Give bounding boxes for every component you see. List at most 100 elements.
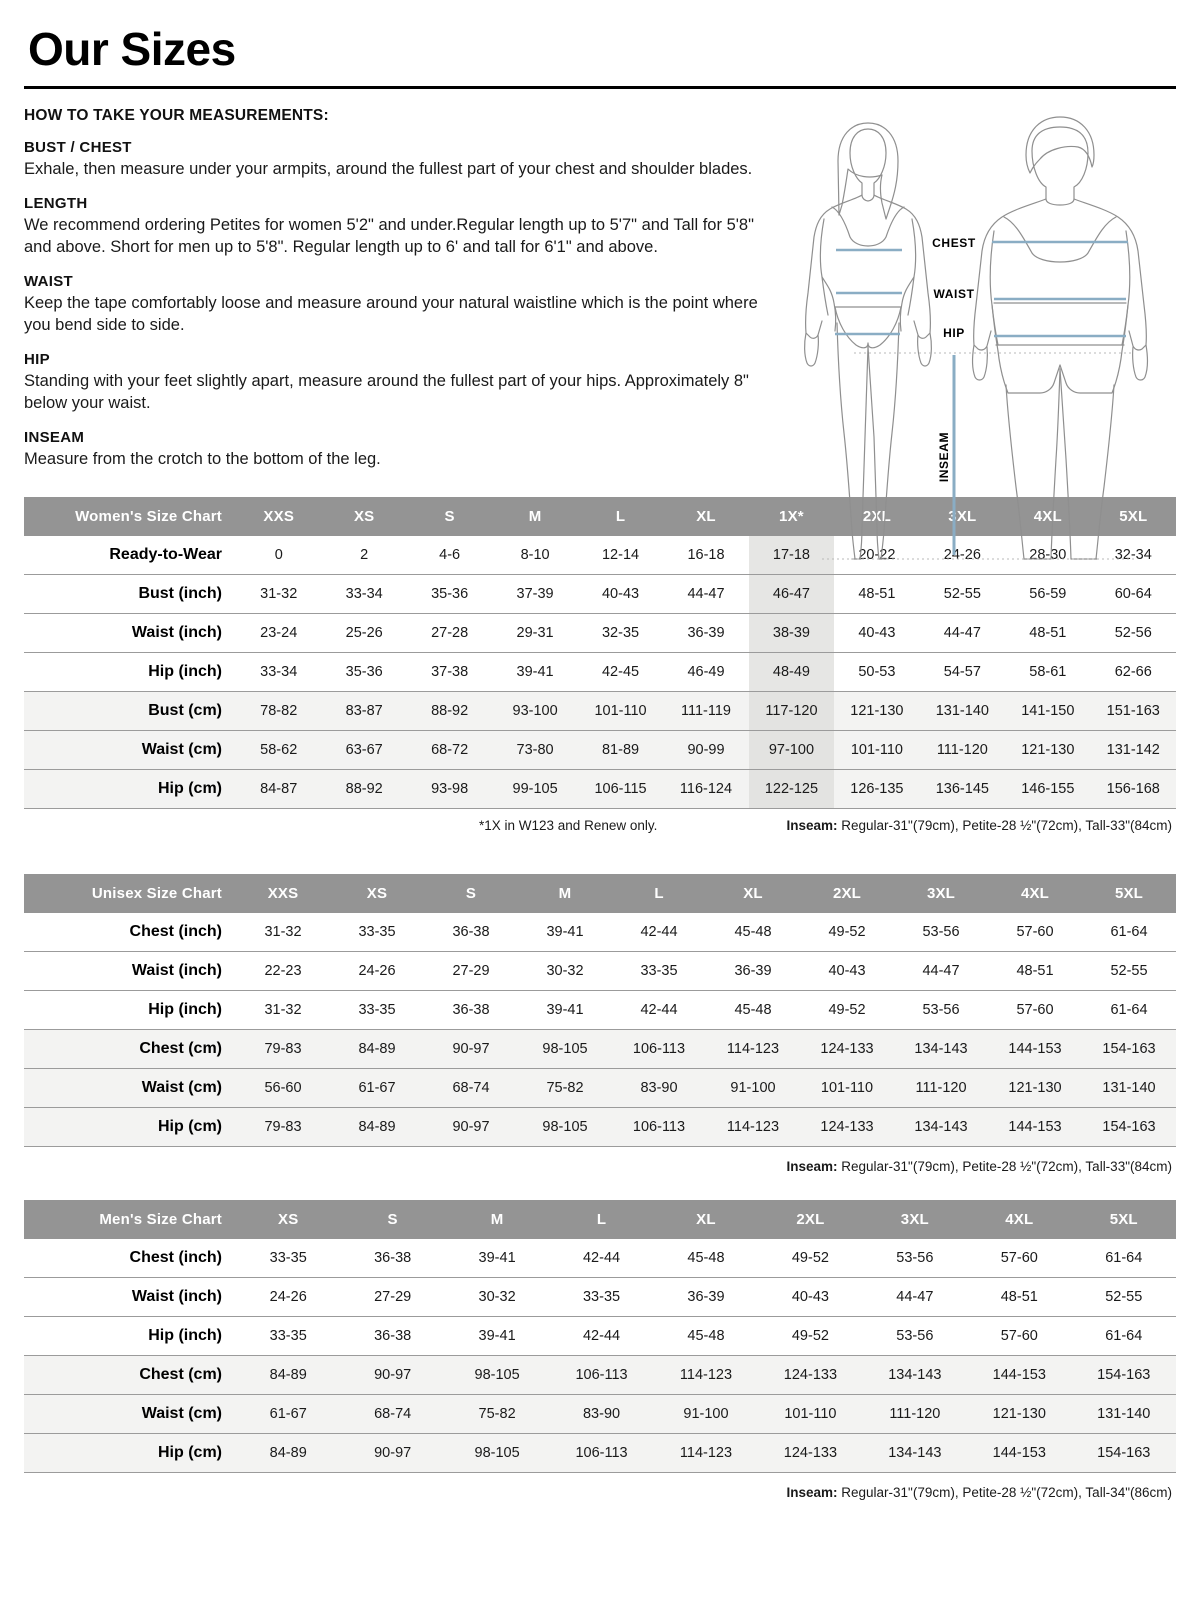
table-cell: 134-143 (894, 1029, 988, 1068)
table-cell: 58-62 (236, 730, 322, 769)
table-cell: 98-105 (444, 1355, 550, 1394)
table-cell: 84-89 (330, 1107, 424, 1146)
table-cell: 49-52 (791, 1249, 829, 1266)
instruction-waist: WAIST Keep the tape comfortably loose an… (24, 273, 764, 337)
instruction-bust-chest: BUST / CHEST Exhale, then measure under … (24, 139, 764, 181)
table-cell: 45-48 (687, 1327, 725, 1344)
instruction-length: LENGTH We recommend ordering Petites for… (24, 195, 764, 259)
table-row: Chest (inch) 33-35 36-38 39-41 42-44 45-48 49-… (24, 1239, 1176, 1277)
table-cell: 134-143 (862, 1355, 968, 1394)
table-cell: 44-47 (896, 1288, 934, 1305)
table-row: Chest (cm) 84-89 90-97 98-105 106-113 114-123… (24, 1355, 1176, 1394)
table-cell: 33-35 (582, 1288, 621, 1305)
table-cell: 111-120 (862, 1394, 968, 1433)
table-cell: 124-133 (758, 1433, 863, 1472)
table-cell: 106-113 (612, 1107, 706, 1146)
table-cell: 33-35 (269, 1327, 307, 1344)
instruction-term: WAIST (24, 272, 73, 290)
table-cell: 144-153 (988, 1029, 1082, 1068)
table-cell: 111-120 (894, 1068, 988, 1107)
table-cell: 32-35 (601, 624, 640, 641)
instructions-heading: HOW TO TAKE YOUR MEASUREMENTS: (24, 107, 329, 124)
size-column-header-3xl: 3XL (894, 873, 988, 913)
table-cell: 30-32 (478, 1288, 516, 1305)
table-row: Chest (cm) 79-83 84-89 90-97 98-105 106-113 11… (24, 1029, 1176, 1068)
size-column-header-xl: XL (706, 873, 800, 913)
measurement-lines (835, 240, 1128, 555)
table-cell: 93-98 (406, 769, 493, 808)
size-guide-page: Our Sizes HOW TO TAKE YOUR MEASUREMENTS:… (0, 22, 1200, 1622)
table-cell: 111-120 (919, 730, 1006, 769)
size-chart-table-unisex: Unisex Size Chart XXS XS S M L XL 2XL 3XL 4XL 5XL C… (24, 873, 1176, 1147)
size-column-header-m: M (492, 496, 578, 536)
table-cell: 97-100 (748, 730, 835, 769)
size-column-header-l: L (577, 496, 664, 536)
table-row: Ready-to-Wear 0 2 4-6 8-10 12-14 16-18 17-18 20-… (24, 535, 1176, 574)
female-body-outline (804, 122, 932, 560)
table-footnotes: *1X in W123 and Renew only. Inseam: Regul… (24, 818, 1176, 848)
table-cell: 36-38 (374, 1327, 412, 1344)
table-row: Waist (inch) 23-24 25-26 27-28 29-31 32-35 36-… (24, 613, 1176, 652)
table-cell: 36-38 (452, 1001, 490, 1018)
table-cell: 42-45 (601, 663, 640, 680)
table-cell: 56-59 (1029, 585, 1067, 602)
table-cell: 124-133 (800, 1107, 894, 1146)
table-cell: 57-60 (1000, 1249, 1038, 1266)
table-cell: 84-89 (236, 1355, 341, 1394)
table-cell: 8-10 (520, 546, 550, 563)
size-column-header-2xl: 2XL (758, 1199, 863, 1239)
table-cell: 17-18 (748, 535, 835, 574)
table-cell: 61-67 (236, 1394, 341, 1433)
table-cell: 45-48 (734, 923, 772, 940)
table-cell: 156-168 (1090, 769, 1176, 808)
instruction-body: Measure from the crotch to the bottom of… (24, 449, 381, 468)
table-cell: 40-43 (601, 585, 640, 602)
table-cell: 134-143 (862, 1433, 968, 1472)
table-cell: 37-39 (516, 585, 554, 602)
row-label: Waist (cm) (24, 1068, 236, 1107)
table-cell: 79-83 (236, 1029, 330, 1068)
table-cell: 61-64 (1110, 923, 1148, 940)
size-column-header-s: S (406, 496, 493, 536)
size-column-header-5xl: 5XL (1071, 1199, 1176, 1239)
instruction-inseam: INSEAM Measure from the crotch to the bo… (24, 429, 764, 471)
instruction-body: Standing with your feet slightly apart, … (24, 371, 749, 412)
table-cell: 36-39 (734, 962, 772, 979)
table-cell: 106-115 (577, 769, 664, 808)
table-cell: 50-53 (858, 663, 896, 680)
size-column-header-4xl: 4XL (988, 873, 1082, 913)
size-column-header-l: L (549, 1199, 654, 1239)
table-cell: 2 (360, 546, 369, 563)
size-column-header-s: S (424, 873, 518, 913)
table-cell: 111-119 (663, 691, 749, 730)
table-cell: 144-153 (967, 1355, 1072, 1394)
row-label: Hip (inch) (148, 662, 222, 680)
table-cell: 37-38 (431, 663, 469, 680)
table-row: Hip (cm) 84-89 90-97 98-105 106-113 114-123 12… (24, 1433, 1176, 1472)
size-chart-unisex: Unisex Size Chart XXS XS S M L XL 2XL 3XL 4XL 5XL C… (24, 873, 1176, 1174)
table-cell: 35-36 (345, 663, 383, 680)
table-cell: 35-36 (431, 585, 469, 602)
table-cell: 44-47 (922, 962, 960, 979)
table-row: Waist (cm) 56-60 61-67 68-74 75-82 83-90 91-10… (24, 1068, 1176, 1107)
size-chart-title: Women's Size Chart (24, 496, 236, 536)
table-header-row: Men's Size Chart XS S M L XL 2XL 3XL 4XL 5XL (24, 1199, 1176, 1239)
alignment-guides (822, 352, 1134, 560)
table-cell: 31-32 (264, 1001, 302, 1018)
table-row: Waist (inch) 22-23 24-26 27-29 30-32 33-35 36-… (24, 951, 1176, 990)
table-cell: 39-41 (478, 1249, 516, 1266)
table-row: Hip (inch) 31-32 33-35 36-38 39-41 42-44 45-48… (24, 990, 1176, 1029)
table-cell: 141-150 (1005, 691, 1091, 730)
table-cell: 68-72 (406, 730, 493, 769)
size-column-header-2xl: 2XL (800, 873, 894, 913)
table-header-row: Women's Size Chart XXS XS S M L XL 1X* 2XL 3XL 4XL… (24, 496, 1176, 536)
table-cell: 33-34 (260, 663, 298, 680)
figure-label-inseam: INSEAM (937, 432, 951, 482)
footnote-inseam-text: Regular-31"(79cm), Petite-28 ½"(72cm), T… (837, 1158, 1172, 1174)
table-cell: 33-35 (640, 962, 678, 979)
table-cell: 90-97 (424, 1107, 518, 1146)
size-column-header-xxs: XXS (236, 496, 322, 536)
table-cell: 42-44 (640, 1001, 678, 1018)
table-cell: 29-31 (516, 624, 554, 641)
table-cell: 68-74 (340, 1394, 445, 1433)
